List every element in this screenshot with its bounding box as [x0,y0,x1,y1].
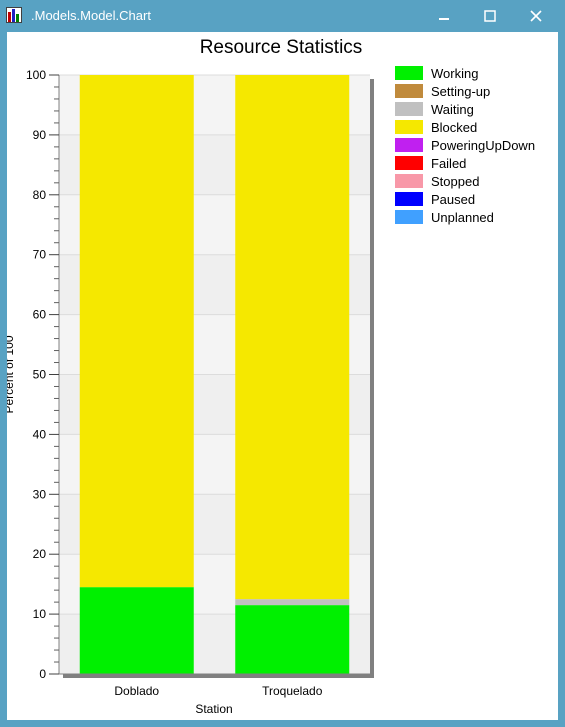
x-ticks: Doblado Troquelado [114,684,322,698]
window-title: .Models.Model.Chart [31,8,151,23]
legend-label-waiting: Waiting [431,102,474,117]
y-tick-label: 40 [33,427,47,441]
bar-chart-app-icon [6,7,22,23]
y-tick-label: 0 [39,667,46,681]
y-axis-label: Percent of 100 [7,335,16,413]
minimize-icon [439,18,449,20]
legend-label-unplanned: Unplanned [431,210,494,225]
legend: Working Setting-up Waiting Blocked PoweringU… [395,66,535,225]
close-icon [530,10,542,22]
y-tick-label: 10 [33,607,47,621]
legend-swatch-poweringupdown [395,138,423,152]
resource-statistics-chart: Resource Statistics 0 10 20 30 40 50 60 70 80 90 1… [7,37,535,716]
y-tick-label: 90 [33,128,47,142]
legend-label-failed: Failed [431,156,466,171]
legend-label-blocked: Blocked [431,120,477,135]
y-tick-label: 60 [33,308,47,322]
y-ticks: 0 10 20 30 40 50 60 70 80 90 100 [26,68,59,681]
bar-doblado-working [79,587,194,674]
legend-swatch-blocked [395,120,423,134]
legend-swatch-stopped [395,174,423,188]
bars [79,75,350,674]
legend-label-stopped: Stopped [431,174,479,189]
x-axis-label: Station [195,702,232,716]
legend-label-paused: Paused [431,192,475,207]
bar-troquelado-blocked [235,75,350,600]
legend-label-setting-up: Setting-up [431,84,490,99]
chart-client-area: Resource Statistics 0 10 20 30 40 50 60 70 80 90 1… [7,32,558,720]
y-tick-label: 30 [33,487,47,501]
close-button[interactable] [513,0,559,32]
title-bar[interactable]: .Models.Model.Chart [0,0,565,32]
legend-swatch-waiting [395,102,423,116]
x-tick-label: Doblado [114,684,159,698]
legend-swatch-unplanned [395,210,423,224]
legend-label-working: Working [431,66,478,81]
y-tick-label: 50 [33,368,47,382]
x-tick-label: Troquelado [262,684,323,698]
bar-troquelado-working [235,605,350,674]
legend-swatch-failed [395,156,423,170]
y-tick-label: 20 [33,547,47,561]
y-tick-label: 70 [33,248,47,262]
legend-label-poweringupdown: PoweringUpDown [431,138,535,153]
legend-swatch-setting-up [395,84,423,98]
minimize-button[interactable] [421,0,467,32]
legend-swatch-paused [395,192,423,206]
legend-swatch-working [395,66,423,80]
chart-title: Resource Statistics [200,37,363,58]
y-tick-label: 80 [33,188,47,202]
bar-doblado-blocked [79,75,194,588]
maximize-icon [484,10,496,22]
y-tick-label: 100 [26,68,46,82]
maximize-button[interactable] [467,0,513,32]
bar-troquelado-waiting [235,599,350,606]
